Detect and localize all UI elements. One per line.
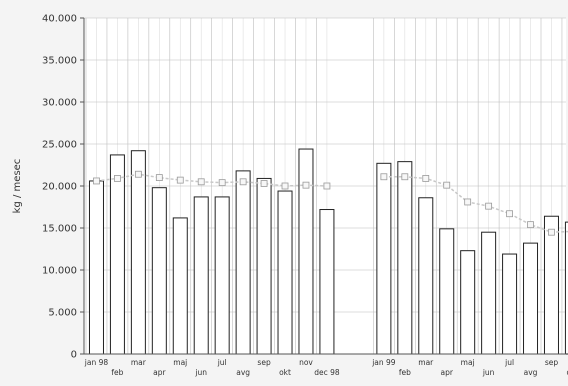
x-tick-label: jul — [504, 358, 514, 367]
bar — [298, 148, 314, 355]
bar — [439, 228, 455, 355]
average-marker — [548, 228, 555, 236]
bar — [277, 190, 293, 355]
y-tick-label: 40.000 — [42, 14, 77, 25]
y-tick-label: 15.000 — [42, 224, 77, 235]
bar — [418, 197, 434, 355]
average-marker — [302, 181, 310, 189]
x-tick-label: feb — [111, 368, 123, 377]
average-marker — [380, 173, 388, 181]
average-marker — [239, 178, 247, 186]
x-tick-label: okt — [566, 368, 568, 377]
bar — [151, 187, 167, 355]
bar — [543, 215, 559, 355]
average-marker — [323, 182, 331, 190]
bar — [193, 196, 209, 355]
y-tick-labels: 0 5.000 10.000 15.000 20.000 25.000 30.000 35.0… — [42, 14, 77, 361]
y-tick-label: 25.000 — [42, 140, 77, 151]
bar — [564, 221, 568, 355]
bar — [502, 253, 518, 355]
bar — [256, 177, 272, 355]
average-marker — [155, 174, 163, 182]
x-tick-label: sep — [545, 358, 559, 367]
x-tick-label: sep — [257, 358, 271, 367]
x-tick-label: jan 99 — [371, 358, 396, 367]
bar — [376, 162, 392, 355]
y-axis-label: kg / mesec — [12, 159, 23, 214]
x-tick-label: avg — [524, 368, 538, 377]
average-marker — [443, 181, 451, 189]
average-marker — [401, 173, 409, 181]
bar — [319, 209, 335, 355]
y-tick-label: 35.000 — [42, 56, 77, 67]
bar — [481, 231, 497, 355]
average-marker — [506, 210, 513, 218]
axis-layer — [80, 17, 566, 355]
x-tick-label: jun — [482, 368, 495, 377]
x-tick-label: jul — [217, 358, 227, 367]
x-tick-labels: jan 98febmaraprmajjunjulavgsepoktnovdec … — [84, 358, 568, 377]
bar — [214, 196, 230, 355]
bar — [88, 180, 104, 355]
average-line-layer — [93, 170, 568, 236]
average-marker — [114, 175, 121, 182]
x-tick-label: okt — [279, 368, 291, 377]
bar — [460, 250, 476, 355]
x-tick-label: dec 98 — [314, 368, 340, 377]
bar — [109, 154, 125, 355]
average-marker — [485, 202, 493, 210]
x-tick-label: maj — [461, 358, 475, 367]
average-marker — [281, 182, 289, 190]
bars-layer — [88, 148, 568, 355]
y-tick-label: 20.000 — [42, 182, 77, 193]
average-marker — [176, 176, 184, 184]
average-marker — [134, 170, 142, 178]
x-tick-label: jun — [194, 368, 207, 377]
y-tick-label: 30.000 — [42, 98, 77, 109]
bar — [235, 170, 251, 355]
average-marker — [527, 221, 534, 229]
y-tick-label: 0 — [71, 350, 77, 361]
x-tick-label: nov — [299, 358, 313, 367]
average-marker — [218, 179, 226, 187]
y-tick-label: 10.000 — [42, 266, 77, 277]
average-marker — [260, 180, 268, 187]
bar — [172, 217, 188, 355]
x-tick-label: avg — [236, 368, 250, 377]
x-tick-label: mar — [418, 358, 434, 367]
y-tick-label: 5.000 — [48, 308, 77, 319]
bar — [523, 242, 539, 355]
average-marker — [464, 198, 472, 206]
x-tick-label: apr — [153, 368, 166, 377]
x-tick-label: jan 98 — [84, 358, 109, 367]
x-tick-label: feb — [399, 368, 411, 377]
x-tick-label: mar — [131, 358, 147, 367]
bar — [397, 161, 413, 355]
average-line-1998 — [96, 173, 327, 187]
average-marker — [197, 178, 205, 186]
average-marker — [422, 175, 430, 182]
average-marker — [93, 177, 100, 185]
bar — [130, 150, 146, 355]
x-tick-label: apr — [440, 368, 453, 377]
x-tick-label: maj — [173, 358, 187, 367]
